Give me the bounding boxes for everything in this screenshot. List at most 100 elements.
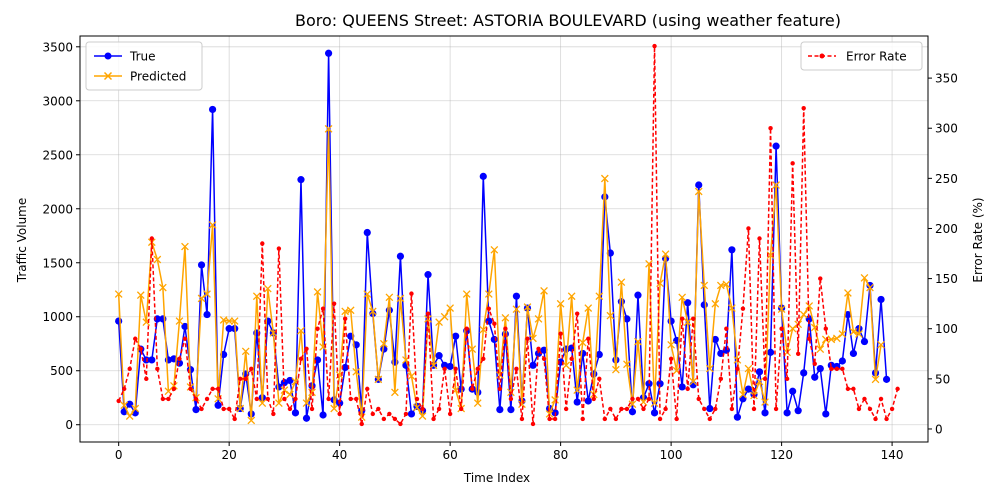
data-point	[354, 396, 359, 402]
data-point	[215, 386, 221, 392]
data-point	[313, 288, 322, 296]
data-point	[276, 246, 282, 251]
data-point	[492, 321, 497, 326]
data-point	[431, 416, 436, 422]
data-point	[634, 291, 642, 299]
data-point	[547, 416, 552, 422]
y2-tick-label: 50	[935, 372, 950, 386]
data-point	[442, 366, 447, 372]
data-point	[293, 396, 298, 402]
data-point	[121, 386, 127, 392]
x-tick-label: 20	[222, 448, 237, 462]
data-point	[387, 411, 392, 417]
data-point	[702, 406, 707, 412]
data-point	[540, 286, 548, 295]
x-tick-label: 140	[881, 448, 904, 462]
y2-tick-label: 150	[935, 272, 958, 286]
data-point	[860, 337, 869, 346]
data-point	[777, 305, 786, 314]
data-point	[271, 411, 276, 417]
data-point	[866, 283, 874, 292]
data-point	[236, 404, 245, 413]
y2-tick-label: 300	[935, 122, 958, 136]
data-point	[479, 172, 487, 180]
data-point	[679, 316, 685, 321]
axes: 0 20 40 60 80 100 120 1400500100015002000250030…	[42, 40, 957, 462]
data-point	[705, 364, 714, 373]
data-point	[739, 390, 747, 399]
data-point	[768, 126, 773, 131]
data-point	[254, 396, 259, 402]
data-point	[844, 289, 852, 297]
data-point	[503, 326, 508, 331]
data-point	[302, 399, 311, 407]
data-point	[586, 336, 591, 341]
data-point	[192, 406, 200, 414]
data-point	[175, 317, 184, 325]
data-point	[302, 414, 311, 422]
data-point	[260, 241, 265, 246]
data-point	[838, 357, 846, 365]
data-point	[574, 311, 580, 316]
data-point	[525, 336, 530, 341]
data-point	[746, 226, 751, 231]
data-point	[182, 336, 188, 341]
data-point	[523, 303, 532, 311]
data-point	[822, 410, 830, 418]
data-point	[149, 236, 155, 241]
data-point	[337, 411, 342, 417]
data-point	[484, 290, 493, 298]
data-point	[789, 387, 797, 395]
data-point	[363, 290, 372, 298]
data-point	[114, 290, 123, 298]
data-point	[359, 421, 364, 427]
data-point	[458, 406, 464, 412]
data-point	[772, 142, 780, 150]
x-tick-label: 120	[770, 448, 793, 462]
data-point	[755, 368, 764, 376]
data-point	[608, 406, 613, 412]
data-point	[249, 366, 254, 372]
x-tick-label: 80	[553, 448, 568, 462]
data-point	[818, 276, 823, 281]
series-error-rate	[116, 43, 900, 427]
data-point	[232, 416, 237, 422]
data-point	[258, 399, 267, 407]
data-point	[486, 306, 492, 311]
data-point	[413, 403, 421, 412]
data-point	[635, 396, 641, 402]
data-point	[762, 376, 768, 382]
data-point	[783, 409, 791, 417]
data-point	[247, 416, 256, 425]
data-point	[667, 317, 675, 325]
data-point	[120, 401, 129, 410]
data-point	[652, 43, 657, 49]
data-point	[514, 366, 519, 372]
data-point	[844, 310, 852, 319]
data-point	[877, 295, 885, 304]
data-point	[645, 380, 653, 388]
data-point	[365, 386, 370, 392]
data-point	[529, 334, 537, 343]
data-point	[479, 325, 488, 334]
y2-tick-label: 200	[935, 222, 958, 236]
data-point	[298, 356, 304, 361]
legend-marker-circle	[104, 52, 112, 60]
data-point	[779, 326, 784, 331]
data-point	[563, 406, 569, 412]
data-point	[304, 346, 309, 351]
data-point	[177, 356, 182, 361]
data-point	[252, 292, 261, 301]
data-point	[805, 302, 814, 310]
data-point	[579, 349, 587, 358]
data-point	[816, 345, 825, 353]
data-point	[214, 401, 222, 409]
data-point	[790, 161, 795, 166]
y-tick-label: 2500	[42, 148, 73, 162]
data-point	[663, 406, 668, 412]
data-point	[225, 317, 234, 325]
data-point	[381, 416, 387, 422]
x-tick-label: 0	[115, 448, 123, 462]
data-point	[221, 406, 226, 412]
data-point	[291, 409, 300, 417]
